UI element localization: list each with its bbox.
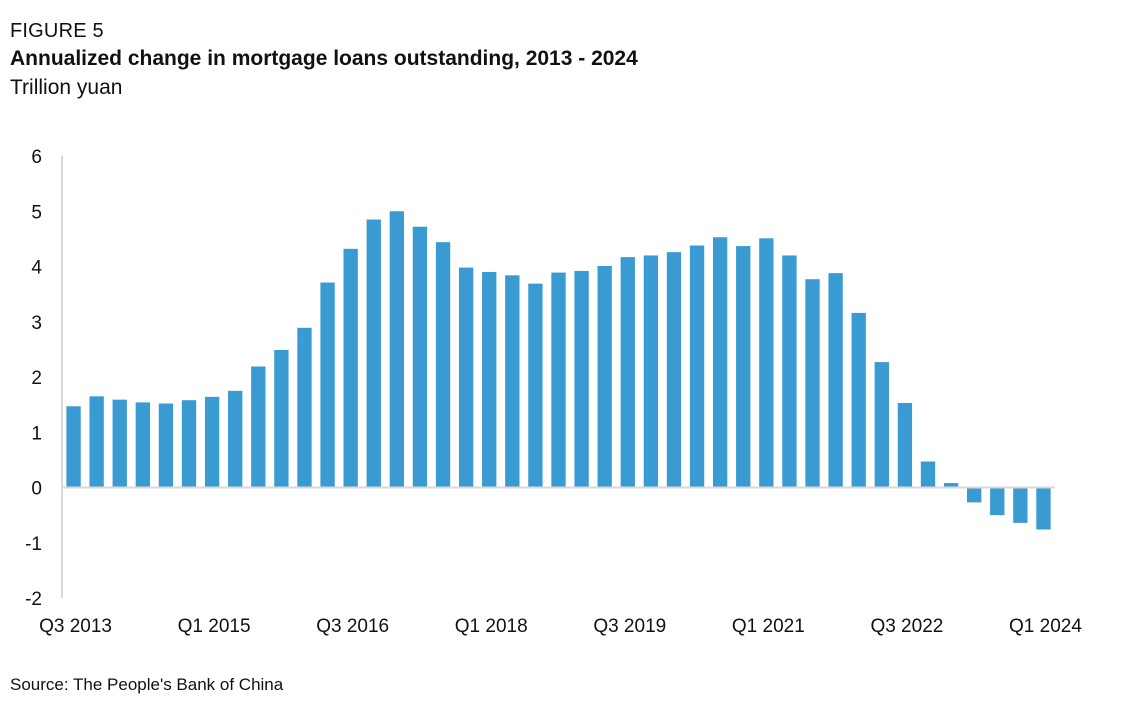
x-tick-label: Q3 2016 [316,616,389,637]
y-tick-label: 1 [31,423,42,444]
bar [597,265,612,488]
bar [435,242,451,488]
x-tick-label: Q3 2013 [39,616,112,637]
x-axis-ticks: Q3 2013 Q1 2015 Q3 2016 Q1 2018 Q3 2019 Q1 20… [39,616,1082,637]
bar [528,283,543,488]
bar [343,248,358,488]
bar [851,312,866,488]
x-tick-label: Q1 2024 [1009,616,1082,637]
bar [805,279,820,488]
bar [389,211,405,488]
bar [505,275,520,488]
bar [482,272,497,488]
bar [574,270,589,488]
y-tick-label: 5 [31,202,42,223]
bar [666,252,682,488]
bar [320,282,335,488]
x-tick-label: Q3 2019 [593,616,666,637]
bar-chart: -2 -1 0 1 2 3 4 5 6 Q3 2013 Q1 2015 Q3 2016 Q1 2018… [25,147,1082,637]
y-tick-label: 6 [31,147,42,168]
y-tick-label: -2 [25,589,42,610]
bar [204,396,220,488]
x-tick-label: Q1 2015 [178,616,251,637]
bar [828,273,843,488]
bar [620,257,635,488]
y-tick-label: 3 [31,313,42,334]
y-tick-label: -1 [25,534,42,555]
bar [736,246,751,488]
bar [274,349,289,488]
bar [66,406,81,488]
bar [135,402,150,488]
bar [158,403,174,488]
bars [66,211,1051,530]
bar [89,396,104,488]
bar [366,219,381,488]
bar [943,483,959,488]
bar [897,402,913,488]
source-note: Source: The People's Bank of China [10,675,284,694]
figure-label: FIGURE 5 [10,20,104,42]
bar [643,255,659,488]
y-tick-label: 4 [31,258,42,279]
bar [1036,487,1051,530]
bar [297,327,312,488]
bar [251,366,266,488]
chart-subtitle: Trillion yuan [10,76,123,99]
bar [689,245,705,488]
bar [551,272,566,488]
x-tick-label: Q1 2018 [455,616,528,637]
bar [1013,487,1028,523]
bar [712,237,728,488]
bar [967,487,982,503]
bar [874,362,889,488]
bar [920,461,936,488]
y-axis-ticks: -2 -1 0 1 2 3 4 5 6 [25,147,42,610]
chart-title: Annualized change in mortgage loans outs… [10,47,638,70]
x-tick-label: Q3 2022 [870,616,943,637]
bar [458,267,474,488]
bar [759,238,774,488]
x-tick-label: Q1 2021 [732,616,805,637]
bar [990,487,1005,516]
bar [228,390,243,488]
bar [112,399,127,488]
y-tick-label: 2 [31,368,42,389]
bar [412,226,428,488]
y-tick-label: 0 [31,479,42,500]
bar [782,255,797,488]
bar [181,400,197,488]
